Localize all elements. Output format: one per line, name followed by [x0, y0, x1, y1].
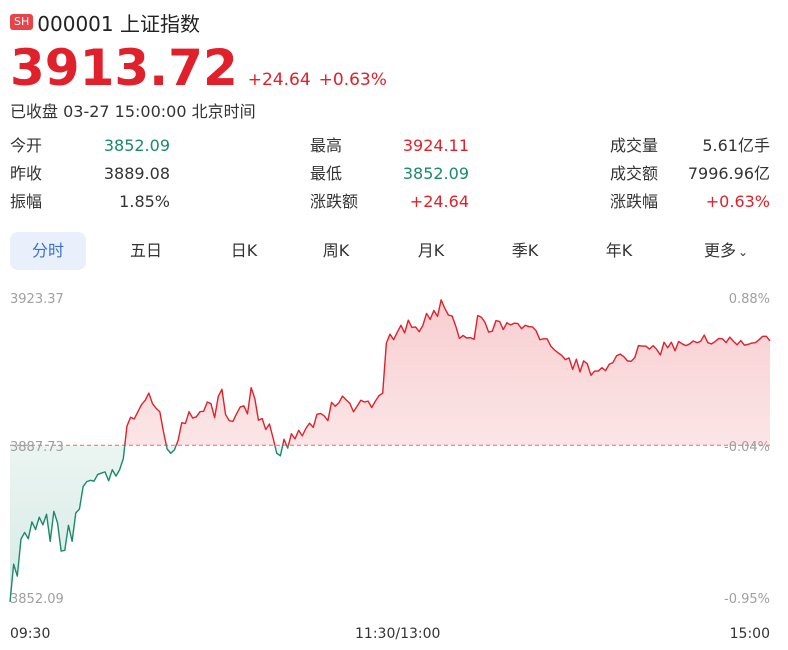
stats-row: 振幅 1.85% 涨跌额 +24.64 涨跌幅 +0.63% — [10, 188, 770, 216]
change-pct-label: 涨跌幅 — [610, 192, 659, 211]
price-row: 3913.72 +24.64 +0.63% — [10, 40, 387, 96]
intraday-chart: 3923.37 3887.73 3852.09 0.88% -0.04% -0.… — [0, 280, 788, 650]
tab-daily-k[interactable]: 日K — [206, 232, 282, 270]
volume-label: 成交量 — [610, 136, 659, 155]
header: SH 000001 上证指数 — [10, 8, 200, 36]
area-below-prev-close — [10, 445, 289, 602]
high-value: 3924.11 — [402, 136, 469, 155]
x-tick-close: 15:00 — [729, 626, 770, 642]
area-above-prev-close — [10, 299, 770, 446]
tab-daily-k-label: 日K — [230, 241, 258, 260]
tab-intraday[interactable]: 分时 — [10, 232, 86, 270]
y-tick-left-bottom: 3852.09 — [10, 592, 64, 607]
tab-yearly-k[interactable]: 年K — [581, 232, 657, 270]
low-value: 3852.09 — [402, 164, 469, 183]
current-price: 3913.72 — [10, 39, 238, 97]
exchange-badge: SH — [10, 14, 34, 30]
amount-value: 7996.96亿 — [687, 164, 770, 183]
tab-more[interactable]: 更多 ⌄ — [683, 232, 769, 270]
amplitude-label: 振幅 — [10, 192, 43, 211]
prev-close-value: 3889.08 — [103, 164, 170, 183]
tab-yearly-k-label: 年K — [605, 241, 633, 260]
change-amount-label: 涨跌额 — [310, 192, 359, 211]
tab-weekly-k-label: 周K — [322, 241, 350, 260]
amplitude-value: 1.85% — [119, 192, 170, 211]
price-change: +24.64 — [247, 70, 311, 90]
y-tick-left-top: 3923.37 — [10, 292, 64, 307]
y-tick-left-mid: 3887.73 — [10, 440, 64, 455]
x-tick-open: 09:30 — [10, 626, 51, 642]
tab-monthly-k[interactable]: 月K — [393, 232, 469, 270]
prev-close-label: 昨收 — [10, 164, 43, 183]
y-tick-right-top: 0.88% — [728, 292, 770, 307]
x-tick-midday: 11:30/13:00 — [355, 626, 441, 642]
y-tick-right-mid: -0.04% — [724, 440, 770, 455]
tab-quarterly-k[interactable]: 季K — [487, 232, 563, 270]
tab-more-label: 更多 — [703, 241, 736, 260]
price-change-pct: +0.63% — [318, 70, 387, 90]
tab-quarterly-k-label: 季K — [511, 241, 539, 260]
change-pct-value: +0.63% — [705, 192, 770, 211]
amount-label: 成交额 — [610, 164, 659, 183]
tab-intraday-label: 分时 — [31, 241, 64, 260]
open-label: 今开 — [10, 136, 43, 155]
area-fills — [10, 299, 770, 602]
period-tabs: 分时 五日 日K 周K 月K 季K 年K 更多 ⌄ — [10, 232, 770, 270]
intraday-chart-svg — [9, 299, 771, 603]
open-value: 3852.09 — [103, 136, 170, 155]
tab-five-day[interactable]: 五日 — [108, 232, 184, 270]
stats-row: 今开 3852.09 最高 3924.11 成交量 5.61亿手 — [10, 132, 770, 160]
tab-five-day-label: 五日 — [129, 241, 162, 260]
y-tick-right-bottom: -0.95% — [724, 592, 770, 607]
chevron-down-icon: ⌄ — [737, 245, 749, 259]
stats-row: 昨收 3889.08 最低 3852.09 成交额 7996.96亿 — [10, 160, 770, 188]
price-line-above — [124, 299, 771, 446]
index-title: 000001 上证指数 — [37, 11, 200, 36]
volume-value: 5.61亿手 — [702, 136, 770, 155]
price-lines — [9, 299, 771, 603]
change-amount-value: +24.64 — [409, 192, 469, 211]
low-label: 最低 — [310, 164, 343, 183]
market-status: 已收盘 03-27 15:00:00 北京时间 — [10, 102, 256, 121]
tab-monthly-k-label: 月K — [417, 241, 445, 260]
tab-weekly-k[interactable]: 周K — [298, 232, 374, 270]
high-label: 最高 — [310, 136, 343, 155]
